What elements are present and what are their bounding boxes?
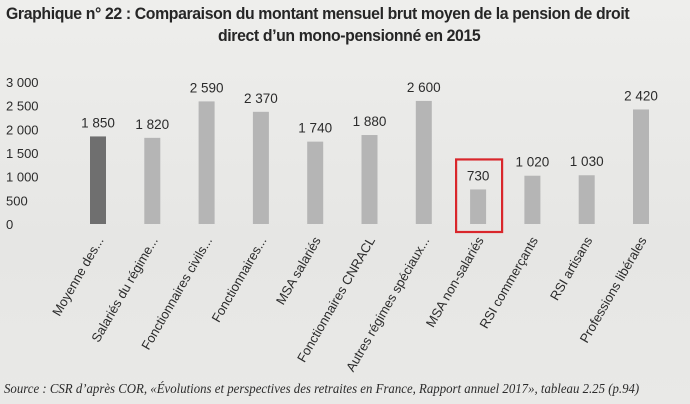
chart-title-line-2: direct d’un mono-pensionné en 2015 (218, 26, 481, 45)
y-tick-label: 0 (6, 217, 13, 232)
bar (252, 111, 269, 224)
bar-chart: 0 500 1 000 1 500 2 000 2 500 3 000 1 850 1 820… (6, 75, 658, 375)
data-label: 2 600 (407, 80, 441, 95)
bar (524, 175, 541, 224)
x-tick-label: Fonctionnaires... (208, 234, 269, 325)
y-tick-label: 2 500 (6, 99, 39, 114)
x-tick-label: Moyenne des... (49, 234, 106, 318)
source-note: Source : CSR d’après COR, «Évolutions et… (4, 381, 640, 396)
x-axis-labels: Moyenne des...Salariés du régime...Fonct… (49, 234, 650, 375)
y-tick-label: 1 500 (6, 146, 39, 161)
highlight-box (455, 158, 504, 234)
bar (144, 137, 161, 224)
data-label: 1 850 (81, 115, 115, 130)
y-tick-label: 2 000 (6, 122, 39, 137)
bar (90, 136, 106, 224)
x-tick-label: MSA salariés (273, 234, 324, 308)
data-label: 1 740 (298, 121, 332, 136)
data-label: 1 820 (135, 117, 169, 132)
data-label: 1 880 (353, 114, 387, 129)
bar (307, 141, 324, 224)
y-tick-label: 1 000 (6, 170, 39, 185)
bar (633, 109, 649, 224)
y-tick-label: 3 000 (6, 75, 39, 90)
data-label: 730 (467, 168, 490, 183)
data-label: 1 020 (516, 155, 550, 170)
data-label: 2 590 (190, 80, 224, 95)
chart-title-line-1: Graphique n° 22 : Comparaison du montant… (6, 4, 630, 23)
x-tick-label: RSI artisans (547, 234, 596, 303)
bar (470, 189, 487, 224)
data-label: 1 030 (570, 154, 604, 169)
data-label: 2 370 (244, 91, 278, 106)
x-tick-label: MSA non-salariés (423, 234, 487, 330)
x-tick-label: RSI commerçants (476, 234, 541, 331)
bar (415, 100, 432, 224)
value-labels: 1 850 1 820 2 590 2 370 1 740 1 880 2 600 730 1 … (81, 80, 658, 184)
bar (578, 175, 595, 224)
bar (361, 135, 378, 224)
data-label: 2 420 (624, 88, 658, 103)
bars (90, 100, 649, 224)
bar (198, 101, 215, 224)
y-axis-ticks: 0 500 1 000 1 500 2 000 2 500 3 000 (6, 75, 39, 232)
y-tick-label: 500 (6, 193, 28, 208)
